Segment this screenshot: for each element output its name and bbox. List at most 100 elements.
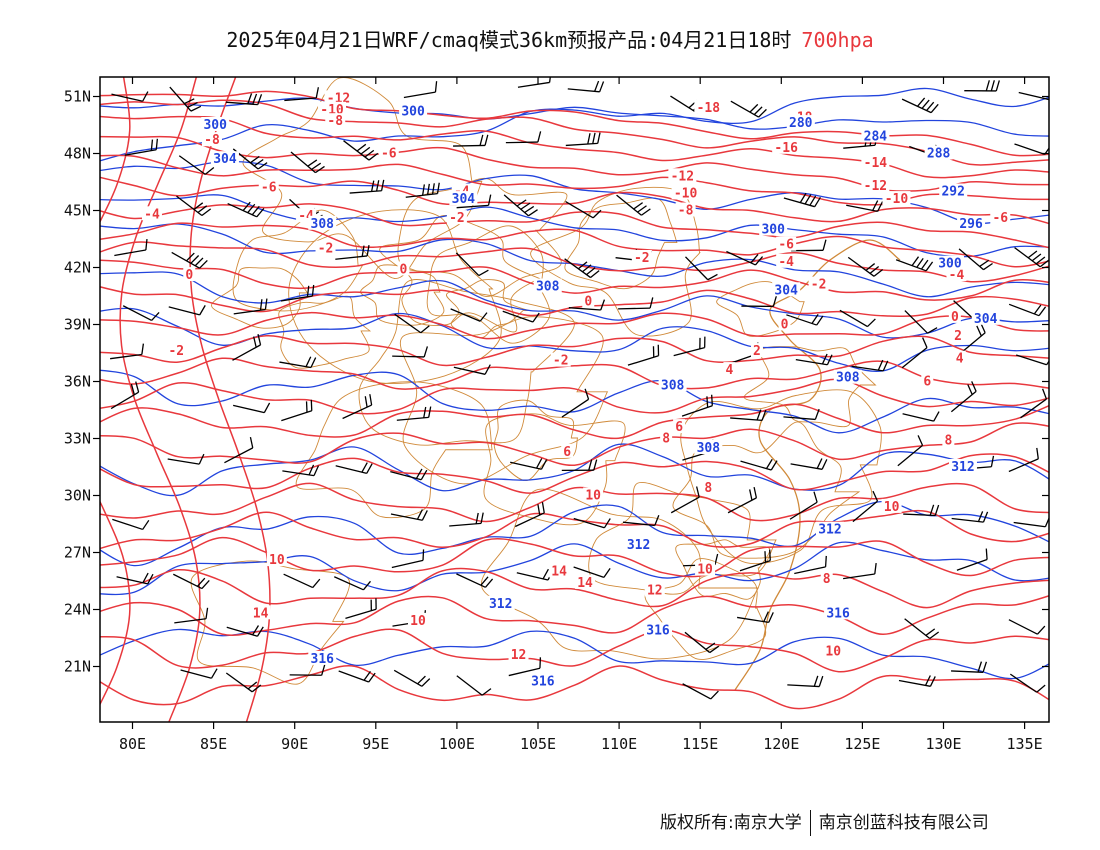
province-boundary bbox=[446, 279, 529, 339]
wind-barb bbox=[561, 459, 598, 472]
wind-barb bbox=[951, 511, 989, 523]
temperature-isotherm bbox=[100, 115, 1049, 179]
temperature-isotherm bbox=[100, 422, 1049, 466]
temperature-label-bg bbox=[948, 308, 961, 323]
geopotential-label-bg bbox=[948, 459, 977, 473]
temperature-label: 12 bbox=[647, 584, 663, 599]
geopotential-label-bg bbox=[759, 221, 788, 236]
geopotential-label-bg bbox=[924, 145, 953, 160]
temperature-label: 0 bbox=[781, 318, 789, 333]
temperature-label-bg bbox=[673, 419, 686, 434]
geopotential-label-bg bbox=[935, 255, 964, 270]
wind-barb bbox=[730, 100, 767, 118]
geopotential-label-bg bbox=[694, 440, 723, 454]
wind-barb bbox=[225, 672, 262, 693]
wind-barb bbox=[1009, 673, 1046, 693]
y-tick-label: 21N bbox=[64, 658, 91, 676]
temperature-label: 10 bbox=[697, 563, 713, 578]
geopotential-label: 312 bbox=[818, 523, 841, 538]
y-tick-label: 24N bbox=[64, 601, 91, 619]
wind-barb bbox=[1020, 388, 1048, 419]
geopotential-contour bbox=[100, 97, 1049, 137]
wind-barb bbox=[847, 256, 884, 277]
y-tick-label: 51N bbox=[64, 88, 91, 106]
temperature-label: -10 bbox=[674, 186, 698, 201]
temperature-label: -2 bbox=[553, 354, 569, 369]
wind-barb bbox=[730, 409, 767, 422]
wind-barb bbox=[783, 192, 821, 208]
wind-barb bbox=[390, 509, 428, 521]
temperature-label: 0 bbox=[951, 310, 959, 325]
temperature-label-bg bbox=[953, 350, 966, 365]
temperature-label-bg bbox=[324, 90, 353, 105]
wind-barb bbox=[787, 675, 824, 688]
temperature-label: 2 bbox=[954, 329, 962, 344]
province-boundary bbox=[399, 316, 609, 485]
wind-barb bbox=[517, 77, 551, 88]
temperature-label: 14 bbox=[253, 606, 269, 621]
temperature-label-bg bbox=[675, 202, 696, 217]
temperature-label: 12 bbox=[511, 648, 527, 663]
temperature-label-bg bbox=[508, 647, 529, 662]
temperature-label-bg bbox=[549, 563, 570, 578]
temperature-label-bg bbox=[550, 352, 571, 367]
y-tick-label: 42N bbox=[64, 259, 91, 277]
geopotential-label-bg bbox=[658, 377, 687, 392]
wind-barb bbox=[727, 486, 758, 514]
temperature-label: 10 bbox=[585, 489, 601, 504]
wind-barb bbox=[794, 555, 827, 575]
wind-barb bbox=[171, 251, 208, 269]
wind-barb bbox=[573, 517, 611, 529]
temperature-label: 8 bbox=[823, 572, 831, 587]
geopotential-label: 300 bbox=[401, 105, 425, 120]
temperature-label-bg bbox=[141, 206, 162, 221]
temperature-label: -10 bbox=[885, 192, 909, 207]
wind-barb bbox=[338, 670, 376, 683]
title-level: 700hpa bbox=[801, 28, 874, 52]
wind-barb bbox=[349, 179, 385, 194]
geopotential-label: 288 bbox=[927, 147, 951, 162]
wind-barb bbox=[232, 334, 262, 361]
temperature-label: -4 bbox=[778, 255, 794, 270]
temperature-label: -2 bbox=[449, 211, 465, 226]
temperature-isotherm bbox=[100, 311, 1049, 340]
wind-barb bbox=[964, 80, 1000, 92]
wind-barb bbox=[333, 576, 371, 591]
wind-barb bbox=[514, 501, 545, 528]
temperature-label-bg bbox=[660, 430, 673, 445]
wind-barb bbox=[795, 353, 833, 366]
temperature-label: 10 bbox=[410, 614, 426, 629]
geopotential-label-bg bbox=[815, 521, 844, 536]
temperature-label: -2 bbox=[811, 278, 827, 293]
y-tick-label: 33N bbox=[64, 430, 91, 448]
geopotential-label: 304 bbox=[213, 152, 237, 167]
wind-barb bbox=[396, 406, 432, 421]
temperature-isotherm bbox=[100, 176, 1049, 225]
geopotential-label: 312 bbox=[627, 538, 650, 553]
temperature-label: -4 bbox=[144, 207, 160, 222]
wind-barb bbox=[168, 305, 206, 316]
wind-barb bbox=[502, 310, 540, 323]
y-tick-label: 27N bbox=[64, 544, 91, 562]
temperature-isotherm bbox=[100, 90, 1049, 157]
wind-barb bbox=[111, 91, 149, 102]
geopotential-contour bbox=[100, 628, 1049, 680]
temperature-label: -12 bbox=[671, 169, 694, 184]
wind-barb bbox=[180, 668, 218, 679]
wind-barb bbox=[281, 399, 313, 422]
temperature-label: 0 bbox=[584, 295, 592, 310]
wind-barb bbox=[345, 598, 377, 619]
geopotential-label: 312 bbox=[951, 460, 974, 475]
temperature-label-bg bbox=[183, 267, 196, 282]
wind-barb bbox=[685, 256, 718, 281]
province-boundary bbox=[672, 421, 861, 559]
wind-barb bbox=[233, 298, 268, 315]
wind-barb bbox=[670, 486, 700, 514]
wind-barb bbox=[226, 625, 264, 637]
province-boundary bbox=[288, 209, 502, 384]
temperature-label-bg bbox=[446, 210, 467, 225]
geopotential-label-bg bbox=[399, 103, 428, 118]
wind-barb bbox=[390, 468, 428, 481]
wind-barb bbox=[112, 518, 150, 531]
wind-barb bbox=[110, 343, 145, 360]
